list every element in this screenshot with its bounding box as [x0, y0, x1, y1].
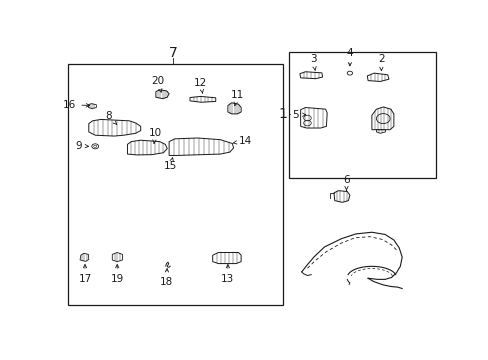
- Text: 6: 6: [343, 175, 349, 190]
- Text: 3: 3: [309, 54, 316, 70]
- Text: 4: 4: [346, 48, 352, 66]
- Text: 5: 5: [292, 110, 305, 120]
- Text: 1: 1: [278, 107, 287, 121]
- Text: 18: 18: [160, 269, 173, 287]
- Text: 15: 15: [163, 158, 177, 171]
- Text: 13: 13: [221, 265, 234, 284]
- Bar: [68, 64, 282, 305]
- Text: 10: 10: [148, 128, 162, 144]
- Text: 11: 11: [230, 90, 244, 106]
- Text: 16: 16: [63, 100, 89, 110]
- Bar: [289, 51, 435, 177]
- Text: 14: 14: [232, 136, 251, 146]
- Text: 9: 9: [75, 141, 88, 151]
- Text: 17: 17: [78, 265, 91, 284]
- Text: 7: 7: [168, 46, 177, 60]
- Text: 8: 8: [105, 111, 117, 125]
- Text: 2: 2: [377, 54, 384, 71]
- Text: 12: 12: [194, 78, 207, 94]
- Text: 19: 19: [110, 265, 123, 284]
- Text: 20: 20: [151, 76, 164, 92]
